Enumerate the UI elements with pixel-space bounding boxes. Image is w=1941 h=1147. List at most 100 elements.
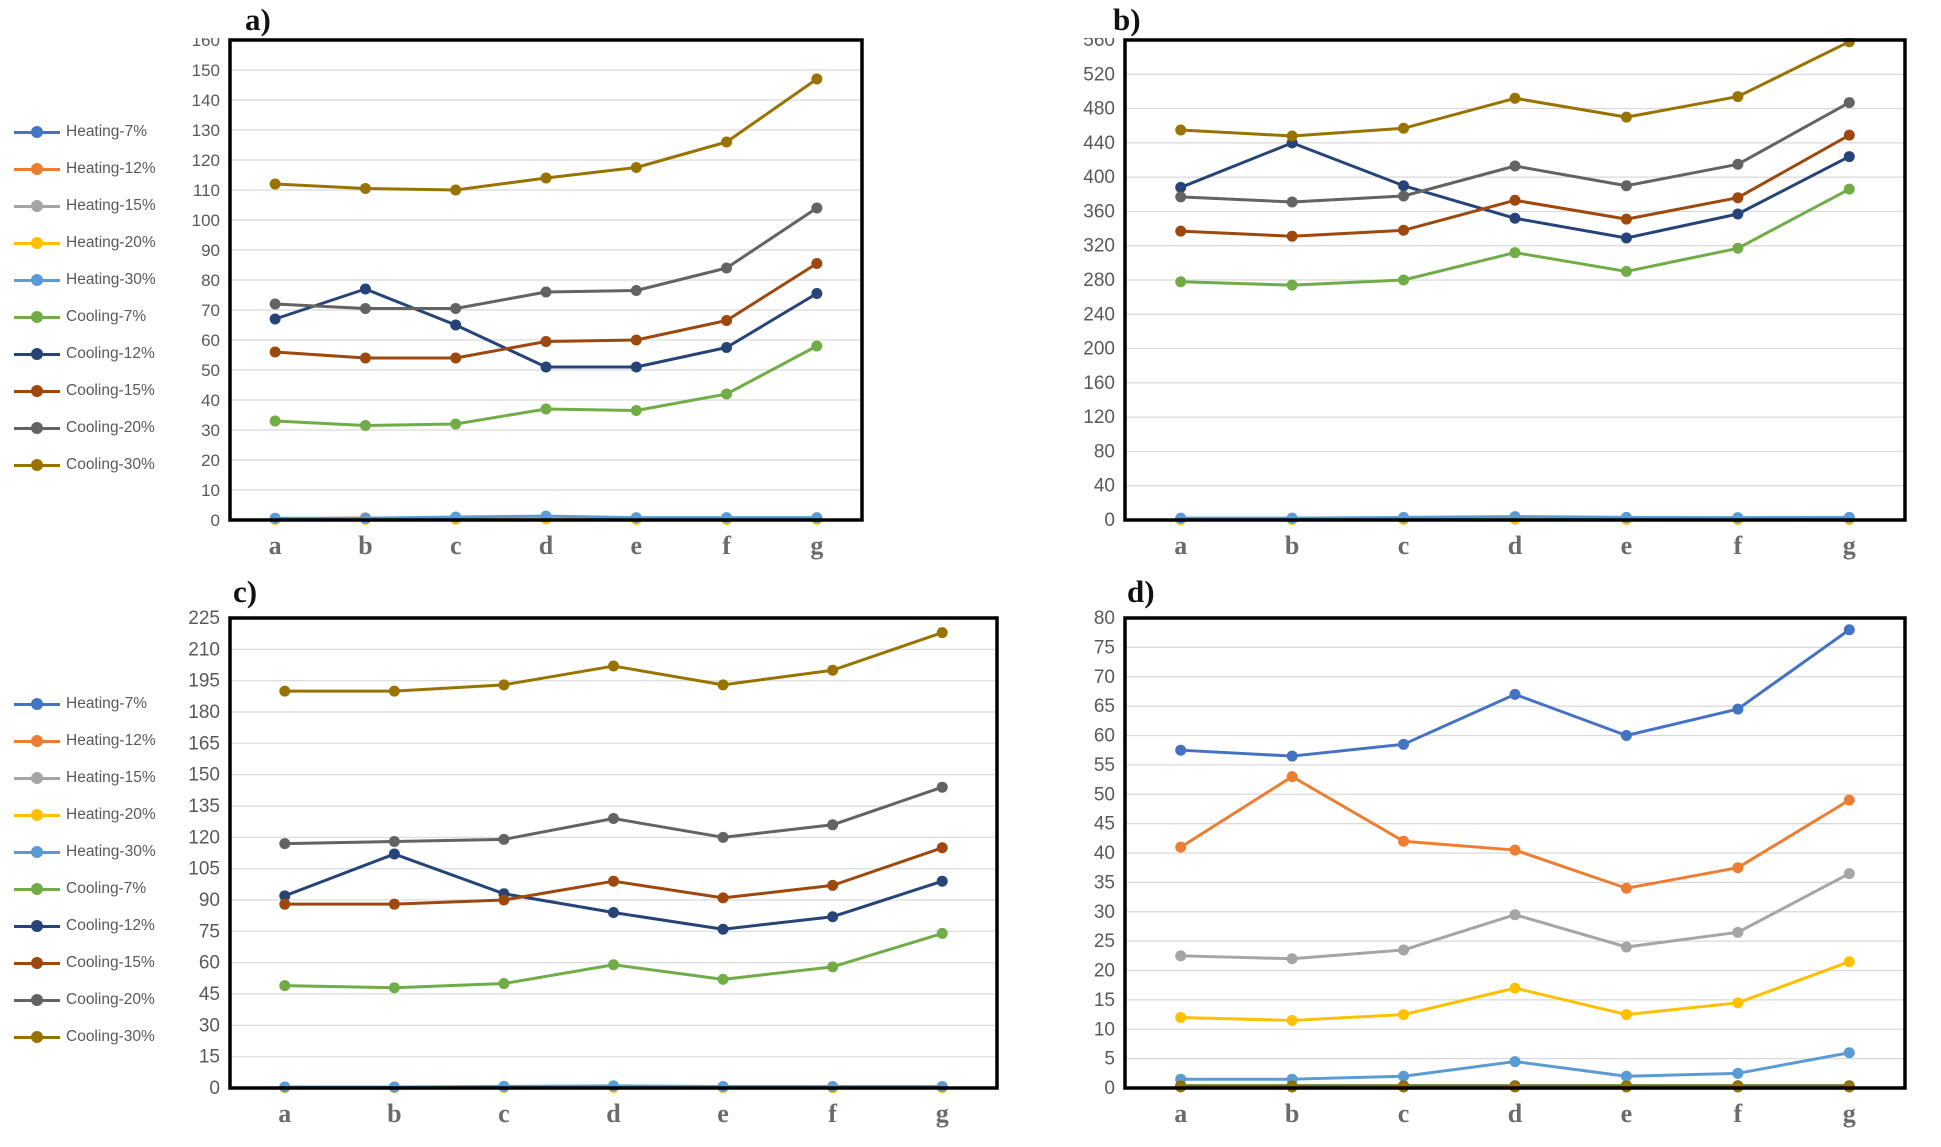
x-tick-label: b — [1285, 1099, 1299, 1128]
legend-marker-icon — [14, 993, 60, 1006]
legend-item-heating-30-: Heating-30% — [14, 833, 185, 870]
legend-item-heating-30-: Heating-30% — [14, 261, 185, 298]
y-tick-label: 50 — [201, 361, 220, 380]
legend-label: Cooling-30% — [66, 1027, 155, 1045]
plot-border — [1123, 616, 1907, 1090]
y-tick-label: 40 — [1094, 476, 1115, 497]
legend-item-heating-15-: Heating-15% — [14, 759, 185, 796]
chart-plot-d: 0 5 10 15 20 25 30 35 40 45 50 55 60 65 70 75 80 a b c d e f g — [1030, 608, 1941, 1147]
y-tick-label: 225 — [188, 610, 220, 629]
y-tick-label: 150 — [192, 61, 220, 80]
legend-label: Heating-20% — [66, 233, 156, 251]
series-cooling-12- — [279, 848, 948, 935]
y-tick-label: 75 — [1094, 637, 1115, 658]
y-tick-label: 120 — [188, 827, 220, 848]
y-tick-label: 75 — [199, 921, 220, 942]
legend-label: Heating-12% — [66, 159, 156, 177]
y-tick-label: 280 — [1083, 270, 1115, 291]
panel-d: d) 0 5 10 15 20 25 30 35 40 45 50 55 60 65 70 75 80 a b c d e… — [1030, 572, 1941, 1144]
y-tick-label: 55 — [1094, 755, 1115, 776]
legend-marker-icon — [14, 734, 60, 747]
legend-item-cooling-7-: Cooling-7% — [14, 298, 185, 335]
legend-marker-icon — [14, 771, 60, 784]
legend-marker-icon — [14, 273, 60, 286]
x-tick-label: e — [1621, 531, 1633, 560]
y-tick-label: 200 — [1083, 339, 1115, 360]
x-tick-label: f — [1734, 531, 1743, 560]
x-tick-label: c — [1398, 531, 1410, 560]
legend-marker-icon — [14, 458, 60, 471]
legend-marker-icon — [14, 956, 60, 969]
legend-marker-icon — [14, 310, 60, 323]
y-tick-label: 130 — [192, 121, 220, 140]
legend-label: Cooling-15% — [66, 381, 155, 399]
x-tick-label: g — [1843, 1099, 1856, 1128]
series-cooling-7- — [269, 340, 823, 431]
x-tick-label: g — [936, 1099, 949, 1128]
legend-label: Cooling-12% — [66, 344, 155, 362]
legend-marker-icon — [14, 421, 60, 434]
y-tick-label: 60 — [201, 331, 220, 350]
legend-label: Heating-30% — [66, 270, 156, 288]
plot-border — [228, 616, 999, 1090]
x-axis-labels: a b c d e f g — [269, 531, 824, 560]
legend-marker-icon — [14, 845, 60, 858]
x-axis-labels: a b c d e f g — [1174, 1099, 1856, 1128]
row-top: Heating-7% Heating-12% Heating-15% Heating-… — [0, 0, 1941, 572]
x-tick-label: g — [810, 531, 823, 560]
legend-item-cooling-15-: Cooling-15% — [14, 944, 185, 981]
x-tick-label: c — [498, 1099, 510, 1128]
gridlines — [1125, 39, 1905, 487]
x-tick-label: d — [539, 531, 554, 560]
legend-marker-icon — [14, 236, 60, 249]
legend-label: Heating-30% — [66, 842, 156, 860]
legend-item-cooling-12-: Cooling-12% — [14, 335, 185, 372]
y-tick-label: 5 — [1104, 1049, 1115, 1070]
legend-label: Cooling-15% — [66, 953, 155, 971]
x-axis-labels: a b c d e f g — [1174, 531, 1856, 560]
y-tick-label: 10 — [201, 481, 220, 500]
series-cooling-15- — [1175, 129, 1855, 242]
gridlines — [230, 617, 997, 1058]
y-tick-label: 520 — [1083, 64, 1115, 85]
panel-b: b) 0 40 80 120 160 200 240 280 320 360 400 440 480 52… — [900, 0, 1941, 572]
series-cooling-20- — [1175, 97, 1855, 208]
x-tick-label: f — [828, 1099, 837, 1128]
x-tick-label: d — [606, 1099, 621, 1128]
y-tick-label: 120 — [1083, 407, 1115, 428]
x-tick-label: e — [631, 531, 643, 560]
legend-marker-icon — [14, 347, 60, 360]
series-cooling-30- — [269, 73, 823, 196]
legend-item-cooling-30-: Cooling-30% — [14, 446, 185, 483]
legend-top: Heating-7% Heating-12% Heating-15% Heating-… — [0, 0, 185, 572]
legend-marker-icon — [14, 162, 60, 175]
legend-label: Cooling-20% — [66, 418, 155, 436]
x-axis-labels: a b c d e f g — [278, 1099, 948, 1128]
legend-label: Heating-7% — [66, 122, 147, 140]
series-heating-7- — [1175, 624, 1855, 762]
legend-marker-icon — [14, 125, 60, 138]
chart-svg-c: 0 15 30 45 60 75 90 105 120 135 150 165 180 195 210 225… — [188, 608, 999, 1128]
y-tick-label: 400 — [1083, 167, 1115, 188]
x-tick-label: e — [717, 1099, 729, 1128]
chart-plot-b: 0 40 80 120 160 200 240 280 320 360 400 440 480 520 56… — [900, 30, 1941, 577]
legend-bottom: Heating-7% Heating-12% Heating-15% Heating-… — [0, 572, 185, 1144]
y-tick-label: 10 — [1094, 1019, 1115, 1040]
y-tick-label: 30 — [1094, 902, 1115, 923]
y-tick-label: 60 — [199, 953, 220, 974]
panel-a: a) 0 10 20 30 40 50 60 70 80 90 100 110 120 130 140 150… — [185, 0, 900, 572]
y-tick-label: 45 — [1094, 814, 1115, 835]
x-tick-label: f — [1734, 1099, 1743, 1128]
x-tick-label: a — [1174, 531, 1187, 560]
y-tick-label: 165 — [188, 733, 220, 754]
legend-label: Heating-20% — [66, 805, 156, 823]
legend-label: Cooling-20% — [66, 990, 155, 1008]
y-tick-label: 15 — [199, 1047, 220, 1068]
y-tick-label: 480 — [1083, 99, 1115, 120]
y-tick-label: 105 — [188, 859, 220, 880]
y-tick-label: 240 — [1083, 304, 1115, 325]
y-tick-label: 80 — [1094, 610, 1115, 629]
series-heating-20- — [1175, 956, 1855, 1026]
x-tick-label: b — [358, 531, 372, 560]
